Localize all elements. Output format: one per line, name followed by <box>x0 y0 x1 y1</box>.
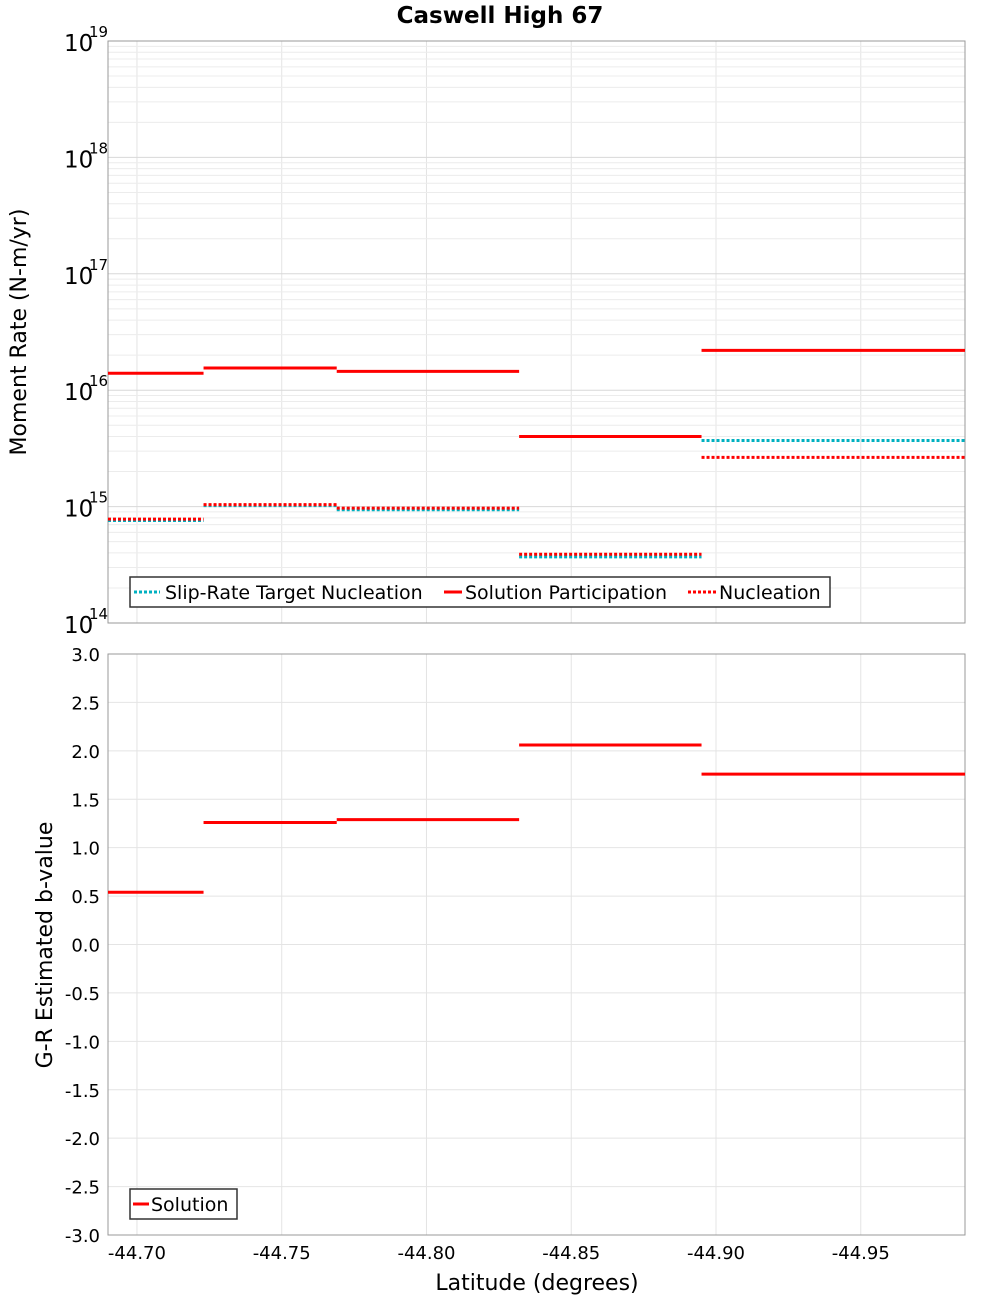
x-tick-label: -44.70 <box>108 1243 166 1264</box>
legend-label-nucleation: Nucleation <box>719 582 821 604</box>
legend-label-participation: Solution Participation <box>465 582 667 604</box>
x-tick-label: -44.75 <box>253 1243 311 1264</box>
y-tick-label-base: 10 <box>64 497 93 523</box>
chart-title: Caswell High 67 <box>397 3 604 29</box>
y-tick-label-base: 10 <box>64 613 93 639</box>
y-tick-label: -0.5 <box>65 984 100 1005</box>
moment-rate-legend: Slip-Rate Target Nucleation Solution Par… <box>129 576 831 608</box>
moment-rate-series <box>108 348 965 559</box>
b-value-legend: Solution <box>129 1188 238 1220</box>
y-tick-label-exponent: 14 <box>89 605 108 623</box>
y-tick-label-base: 10 <box>64 264 93 290</box>
x-axis-label: Latitude (degrees) <box>435 1271 638 1296</box>
y-tick-label: 0.5 <box>71 887 100 908</box>
y-tick-label: -2.5 <box>65 1178 100 1199</box>
legend-label-solution: Solution <box>151 1194 228 1216</box>
x-tick-label: -44.95 <box>832 1243 890 1264</box>
moment-rate-y-axis-label: Moment Rate (N-m/yr) <box>7 209 32 456</box>
b-value-y-ticks: 3.0 2.5 2.0 1.5 1.0 0.5 0.0 -0.5 -1.0 -1.5 -2.0 -2.… <box>65 645 100 1247</box>
y-tick-label-base: 10 <box>64 31 93 57</box>
b-value-grid <box>108 653 965 1236</box>
y-tick-label: 2.0 <box>71 742 100 763</box>
y-tick-label: 2.5 <box>71 693 100 714</box>
latitude-x-ticks: -44.70 -44.75 -44.80 -44.85 -44.90 -44.95 <box>108 1243 890 1264</box>
y-tick-label-exponent: 15 <box>89 489 108 507</box>
y-tick-label: -1.0 <box>65 1032 100 1053</box>
moment-rate-grid <box>108 41 965 624</box>
y-tick-label-base: 10 <box>64 147 93 173</box>
y-tick-label: 3.0 <box>71 645 100 666</box>
y-tick-label: -1.5 <box>65 1081 100 1102</box>
x-tick-label: -44.80 <box>397 1243 455 1264</box>
y-tick-label: 0.0 <box>71 936 100 957</box>
y-tick-label: 1.0 <box>71 839 100 860</box>
y-tick-label-exponent: 17 <box>89 256 108 274</box>
y-tick-label-exponent: 16 <box>89 372 108 390</box>
b-value-panel: 3.0 2.5 2.0 1.5 1.0 0.5 0.0 -0.5 -1.0 -1.5 -2.0 -2.… <box>33 645 966 1296</box>
y-tick-label-exponent: 19 <box>89 23 108 41</box>
legend-label-target: Slip-Rate Target Nucleation <box>165 582 423 604</box>
b-value-y-axis-label: G-R Estimated b-value <box>33 822 58 1069</box>
b-value-plot-frame <box>107 653 966 1236</box>
b-value-series <box>108 743 965 894</box>
moment-rate-plot-frame <box>107 40 966 624</box>
y-tick-label: -2.0 <box>65 1129 100 1150</box>
y-tick-label-base: 10 <box>64 380 93 406</box>
y-tick-label: -3.0 <box>65 1226 100 1247</box>
y-tick-label: 1.5 <box>71 790 100 811</box>
x-tick-label: -44.90 <box>687 1243 745 1264</box>
y-tick-label-exponent: 18 <box>89 139 108 157</box>
x-tick-label: -44.85 <box>542 1243 600 1264</box>
